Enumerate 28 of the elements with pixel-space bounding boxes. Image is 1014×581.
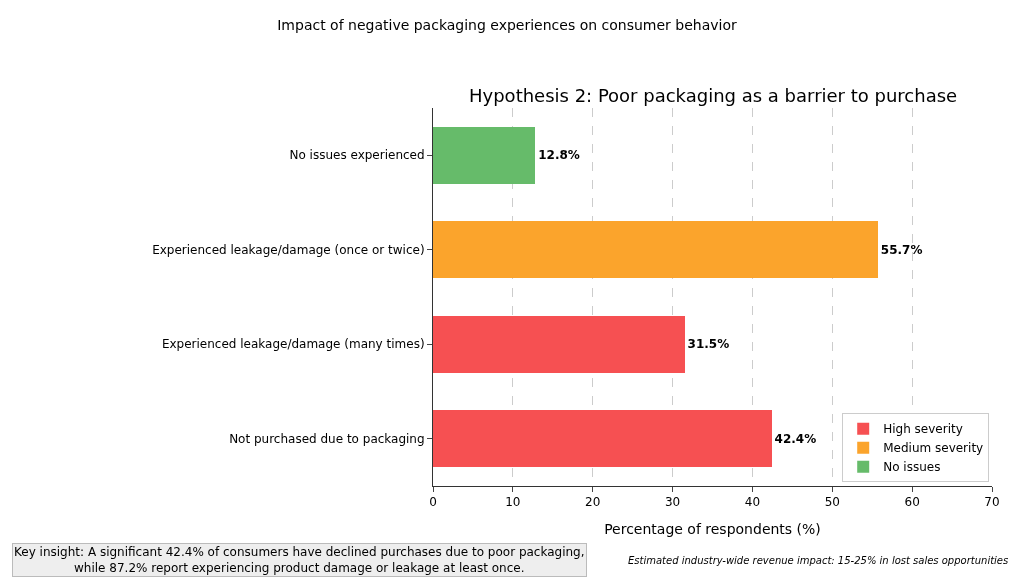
x-tick-label: 40 [744,495,761,510]
bar [433,221,878,279]
x-tick-label: 0 [429,495,437,510]
text: Key insight: A significant 42.4% of consumers have declined purchases due to poor packaging, while 87.2% report experiencing product damage or leakage at least once. [14,545,585,575]
text: 12.8% [538,148,580,163]
legend-label: No issues [883,460,941,475]
y-tick-label: Experienced leakage/damage (once or twice) [152,242,425,257]
text: 55.7% [880,242,923,257]
bar [433,315,685,373]
text: Estimated industry-wide revenue impact: 15-25% in lost sales opportunities [628,555,1009,566]
x-tick-label: 10 [505,495,521,510]
legend-label: Medium severity [883,441,984,456]
chart-title: Impact of negative packaging experiences on consumer behavior [277,17,737,34]
text: 42.4% [774,431,817,446]
x-tick-label: 20 [585,495,601,510]
x-tick-label: 30 [664,495,681,510]
bar [433,126,536,184]
legend-label: High severity [883,422,963,437]
chart-subtitle: Hypothesis 2: Poor packaging as a barrier to purchase [469,85,958,106]
y-tick-label: Not purchased due to packaging [229,431,425,446]
x-tick-label: 70 [984,495,1000,510]
x-tick-label: 50 [824,495,840,510]
x-axis-title: Percentage of respondents (%) [604,520,821,537]
text: 31.5% [687,337,730,352]
x-tick-label: 60 [904,495,920,510]
y-tick-label: Experienced leakage/damage (many times) [161,337,425,352]
y-tick-label: No issues experienced [289,148,425,163]
bar [433,410,772,468]
